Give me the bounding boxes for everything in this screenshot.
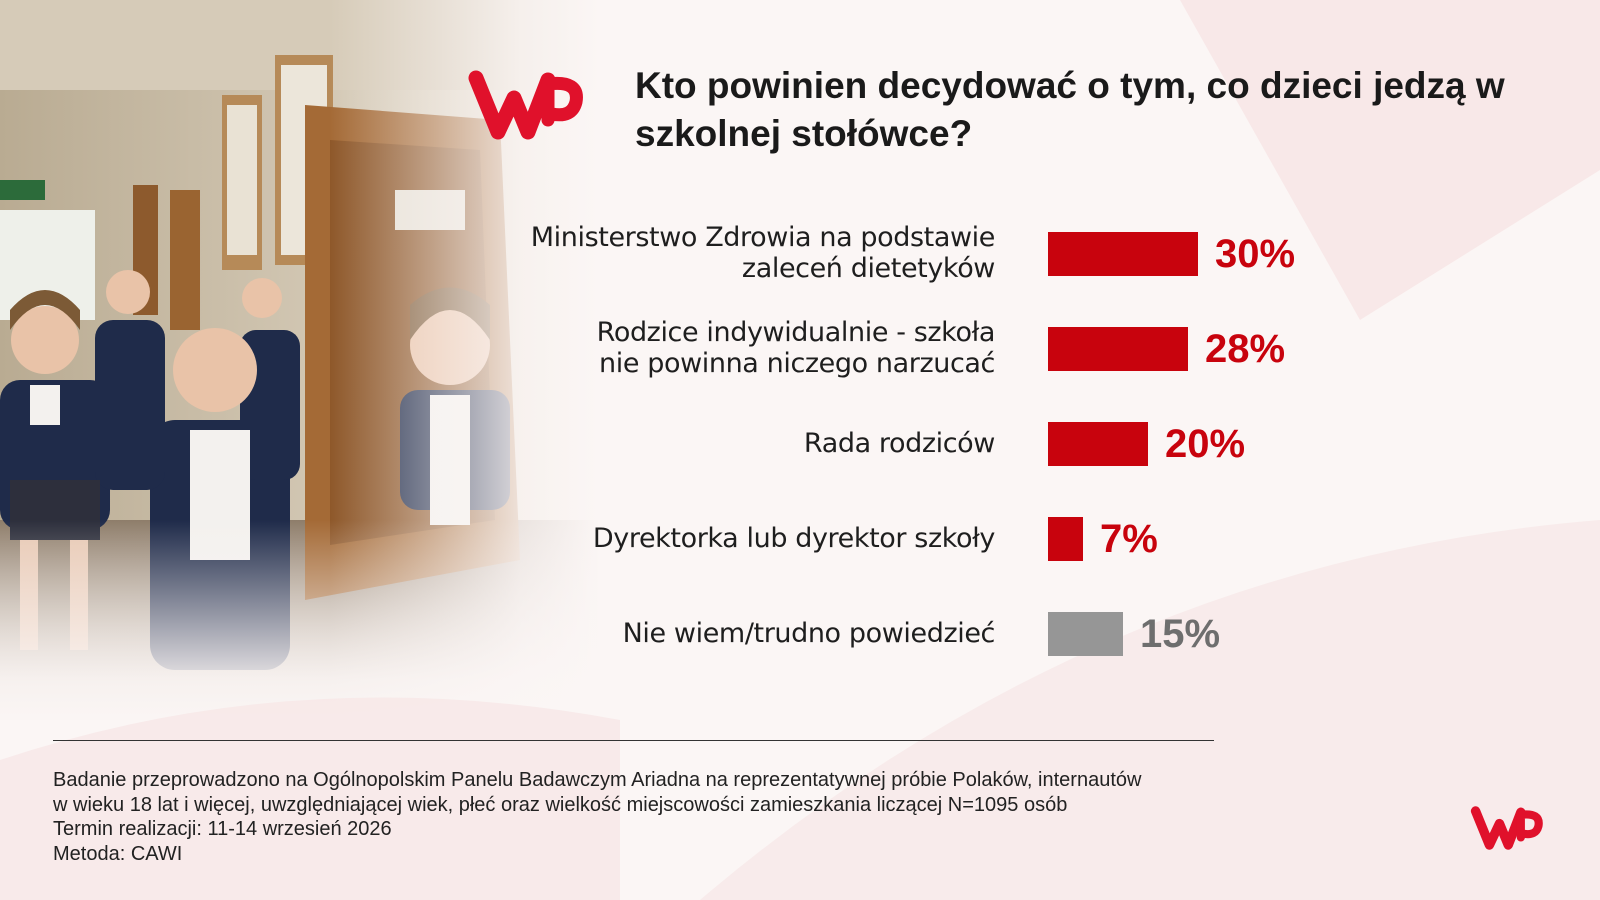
category-label: Dyrektorka lub dyrektor szkoły	[592, 522, 996, 554]
chart-row: Rodzice indywidualnie - szkoła nie powin…	[0, 313, 1600, 383]
footer-line: Badanie przeprowadzono na Ogólnopolskim …	[53, 769, 1142, 791]
footer-line: Metoda: CAWI	[53, 842, 183, 865]
wp-logo-small	[1470, 806, 1543, 850]
category-label: Rodzice indywidualnie - szkoła nie powin…	[596, 317, 996, 379]
value-label: 15%	[1140, 612, 1221, 656]
bar	[1048, 422, 1148, 466]
bar	[1048, 232, 1198, 276]
chart-row: Ministerstwo Zdrowia na podstawie zalece…	[0, 218, 1600, 288]
methodology-note: Badanie przeprowadzono na Ogólnopolskim …	[53, 768, 1253, 866]
bar	[1048, 327, 1188, 371]
category-label: Nie wiem/trudno powiedzieć	[622, 617, 996, 649]
category-label: Rada rodziców	[803, 427, 995, 459]
wp-logo	[468, 70, 583, 140]
footer-divider	[53, 740, 1214, 741]
category-label: Ministerstwo Zdrowia na podstawie zalece…	[530, 222, 996, 284]
footer-line: Termin realizacji: 11-14 wrzesień 2026	[53, 818, 392, 840]
footer-line: w wieku 18 lat i więcej, uwzględniającej…	[53, 793, 1068, 816]
chart-row: Nie wiem/trudno powiedzieć 15%	[0, 598, 1600, 668]
page-title: Kto powinien decydować o tym, co dzieci …	[635, 65, 1505, 154]
bar	[1048, 612, 1123, 656]
value-label: 28%	[1205, 327, 1286, 371]
value-label: 20%	[1165, 422, 1246, 466]
chart-row: Dyrektorka lub dyrektor szkoły 7%	[0, 503, 1600, 573]
bar	[1048, 517, 1083, 561]
chart-row: Rada rodziców 20%	[0, 408, 1600, 478]
value-label: 30%	[1215, 232, 1296, 276]
value-label: 7%	[1100, 517, 1158, 561]
